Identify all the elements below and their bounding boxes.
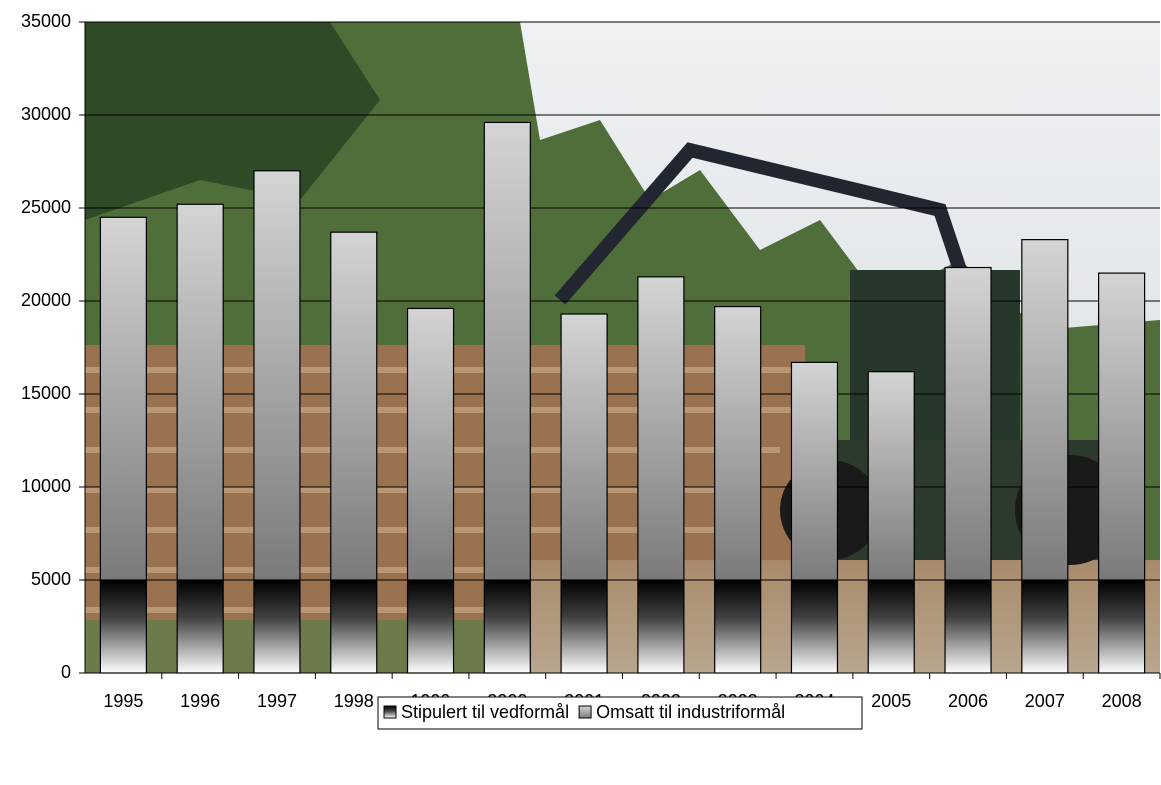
x-tick-label: 2008 [1102,691,1142,711]
y-tick-label: 35000 [21,11,71,31]
bar-segment [867,371,915,581]
bar-segment [99,579,147,674]
background-photo [85,22,1160,673]
bar-segment [406,307,455,581]
bar-segment [253,579,301,674]
legend-box [377,696,863,730]
x-tick-label: 2007 [1025,691,1065,711]
bar-segment [944,579,992,674]
bar-segment [714,579,762,674]
bar-segment [406,579,455,674]
bar-segment [483,121,531,581]
bar-segment [1098,579,1146,674]
x-tick-label: 2006 [948,691,988,711]
bar-segment [867,579,915,674]
legend-swatch [578,705,592,719]
bar-segment [1021,239,1069,581]
bar-segment [176,579,224,674]
legend-label: Stipulert til vedformål [401,702,569,722]
bar-segment [1021,579,1069,674]
bar-segment [637,276,685,581]
bar-segment [637,579,685,674]
bar-segment [1098,272,1146,581]
x-tick-label: 1995 [103,691,143,711]
y-tick-label: 0 [61,662,71,682]
bar-segment [176,203,224,581]
x-tick-label: 1996 [180,691,220,711]
bar-segment [483,579,531,674]
legend-swatch [383,705,397,719]
bar-segment [253,170,301,581]
bar-segment [560,579,608,674]
y-tick-label: 5000 [31,569,71,589]
y-tick-label: 15000 [21,383,71,403]
bar-segment [99,216,147,581]
bar-segment [560,313,608,581]
bar-segment [944,266,992,581]
y-tick-label: 30000 [21,104,71,124]
y-tick-label: 20000 [21,290,71,310]
y-tick-label: 10000 [21,476,71,496]
bar-segment [714,305,762,581]
bar-segment [330,579,378,674]
y-tick-label: 25000 [21,197,71,217]
x-tick-label: 1998 [334,691,374,711]
bar-segment [790,361,839,581]
x-tick-label: 2005 [871,691,911,711]
x-tick-label: 1997 [257,691,297,711]
bar-segment [790,579,839,674]
bar-segment [330,231,378,581]
legend-label: Omsatt til industriformål [596,702,785,722]
